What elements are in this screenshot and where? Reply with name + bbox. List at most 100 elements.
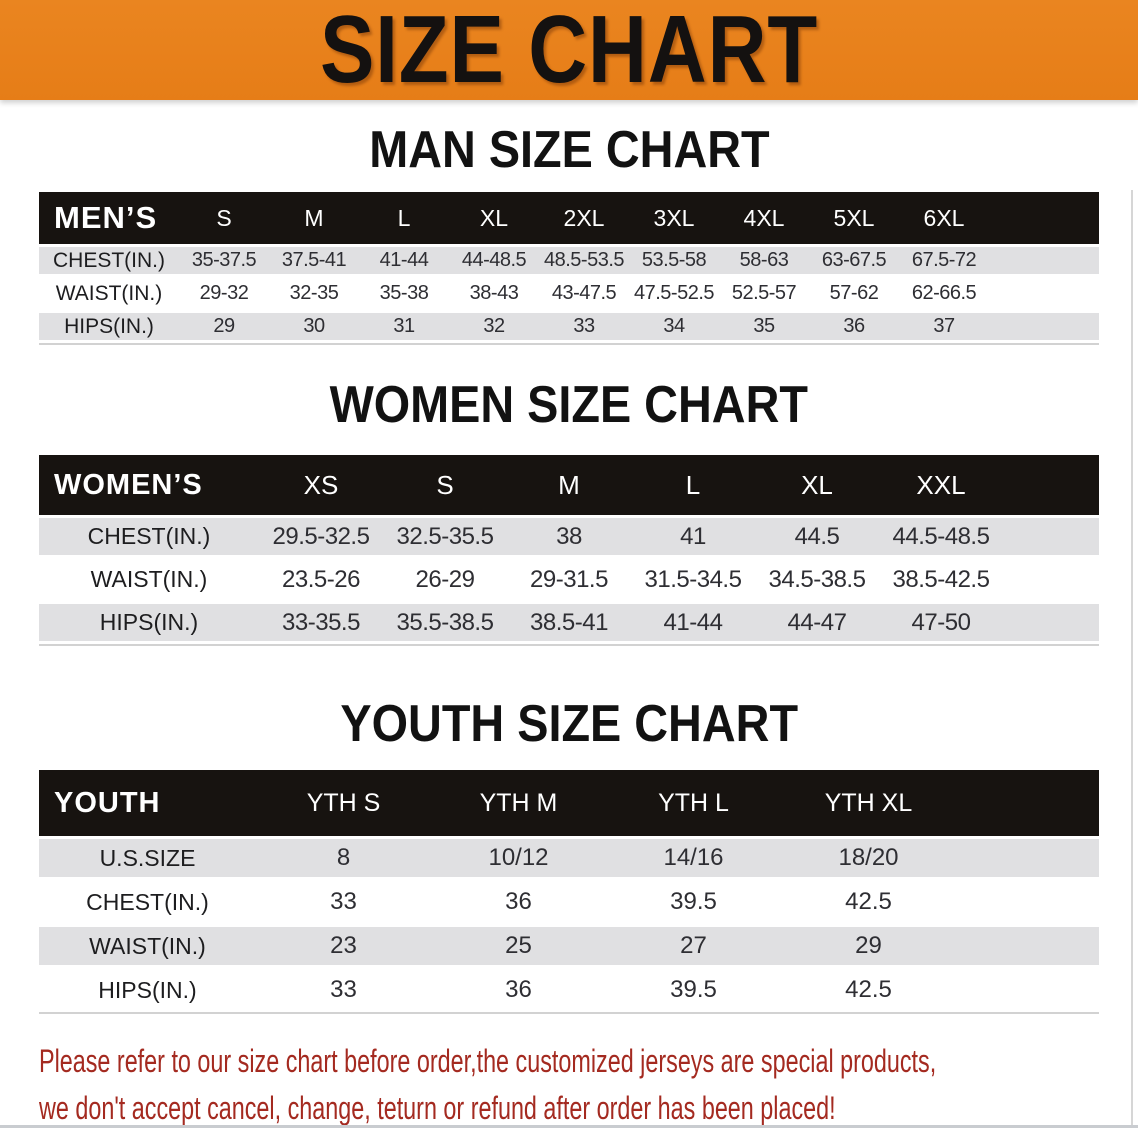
row-label: HIPS(IN.) [98,976,197,1003]
youth-col-header-yth-xl: YTH XL [781,770,956,836]
men-col-header-m: M [269,192,359,244]
table-cell: 42.5 [845,976,892,1003]
table-cell: 36 [505,888,532,915]
women-col-header-xl: XL [755,455,879,515]
table-cell: 37.5-41 [269,244,359,277]
women-col-header-l: L [631,455,755,515]
table-cell: 29 [781,924,956,968]
frame-edge-line-right [1131,190,1133,1126]
table-cell: 44.5-48.5 [879,515,1003,558]
table-cell: 39.5 [670,888,717,915]
row-label: CHEST(IN.) [39,244,179,277]
table-cell: 35-38 [379,282,429,304]
table-cell: 38 [507,515,631,558]
table-cell: 36 [505,976,532,1003]
table-cell: 42.5 [845,888,892,915]
men-col-header-s: S [179,192,269,244]
youth-table-corner-label: YOUTH [39,770,256,836]
table-cell: 33 [539,310,629,343]
table-cell: 32.5-35.5 [383,515,507,558]
banner-title: SIZE CHART [319,0,819,103]
men-col-header-l: L [359,192,449,244]
table-cell: 43-47.5 [551,282,617,304]
cell-filler [956,836,1099,880]
cell-filler [956,968,1099,1012]
table-cell: 34 [629,310,719,343]
women-chest-row: CHEST(IN.) 29.5-32.5 32.5-35.5 38 41 44.… [39,515,1099,558]
table-cell: 32-35 [289,282,339,304]
row-label: WAIST(IN.) [55,281,163,305]
table-cell: 47.5-52.5 [633,282,715,304]
youth-col-header-yth-s: YTH S [256,770,431,836]
cell-filler [989,310,1099,343]
table-cell: 44-48.5 [449,244,539,277]
youth-header-row: YOUTH YTH S YTH M YTH L YTH XL [39,770,1099,836]
column-filler [1003,455,1099,515]
cell-filler [956,924,1099,968]
table-cell: 18/20 [781,836,956,880]
table-cell: 33-35.5 [259,601,383,644]
youth-hips-row: HIPS(IN.) 33 36 39.5 42.5 [39,968,1099,1012]
women-size-table: WOMEN’S XS S M L XL XXL CHEST(IN.) 29.5-… [39,455,1099,646]
cell-filler [1003,601,1099,644]
table-cell: 23 [256,924,431,968]
table-cell: 35 [719,310,809,343]
youth-size-table: YOUTH YTH S YTH M YTH L YTH XL U.S.SIZE … [39,770,1099,1014]
table-cell: 39.5 [670,976,717,1003]
men-col-header-xl: XL [449,192,539,244]
footer-note-line-2: we don't accept cancel, change, teturn o… [39,1090,836,1126]
row-label: WAIST(IN.) [39,924,256,968]
men-section-title-text: MAN SIZE CHART [368,121,770,179]
table-cell: 31 [359,310,449,343]
youth-chest-row: CHEST(IN.) 33 36 39.5 42.5 [39,880,1099,924]
men-col-header-6xl: 6XL [899,192,989,244]
table-cell: 47-50 [879,601,1003,644]
table-cell: 36 [809,310,899,343]
youth-col-header-yth-m: YTH M [431,770,606,836]
table-cell: 10/12 [431,836,606,880]
women-col-header-s: S [383,455,507,515]
cell-filler [989,277,1099,310]
banner: SIZE CHART [0,0,1138,100]
cell-filler [1003,558,1099,601]
men-table-corner-label: MEN’S [39,192,179,244]
row-label: CHEST(IN.) [39,515,259,558]
men-col-header-2xl: 2XL [539,192,629,244]
table-cell: 58-63 [719,244,809,277]
table-cell: 38-43 [469,282,519,304]
table-cell: 8 [256,836,431,880]
cell-filler [956,880,1099,924]
table-cell: 14/16 [606,836,781,880]
table-cell: 48.5-53.5 [539,244,629,277]
men-hips-row: HIPS(IN.) 29 30 31 32 33 34 35 36 37 [39,310,1099,343]
women-hips-row: HIPS(IN.) 33-35.5 35.5-38.5 38.5-41 41-4… [39,601,1099,644]
table-cell: 27 [606,924,781,968]
cell-filler [1003,515,1099,558]
row-label: U.S.SIZE [39,836,256,880]
men-waist-row: WAIST(IN.) 29-32 32-35 35-38 38-43 43-47… [39,277,1099,310]
table-cell: 23.5-26 [282,565,360,593]
column-filler [956,770,1099,836]
men-col-header-3xl: 3XL [629,192,719,244]
table-cell: 67.5-72 [899,244,989,277]
table-cell: 35.5-38.5 [383,601,507,644]
women-section-title: WOMEN SIZE CHART [0,376,1138,434]
row-label: CHEST(IN.) [86,888,209,915]
table-cell: 29.5-32.5 [259,515,383,558]
women-section-title-text: WOMEN SIZE CHART [329,376,809,434]
table-cell: 41 [631,515,755,558]
table-cell: 38.5-41 [507,601,631,644]
table-cell: 41-44 [631,601,755,644]
footer-note-line-1: Please refer to our size chart before or… [39,1043,937,1079]
men-col-header-5xl: 5XL [809,192,899,244]
women-col-header-xxl: XXL [879,455,1003,515]
men-header-row: MEN’S S M L XL 2XL 3XL 4XL 5XL 6XL [39,192,1099,244]
men-section-title: MAN SIZE CHART [0,121,1138,179]
table-cell: 57-62 [829,282,879,304]
table-cell: 37 [899,310,989,343]
table-cell: 62-66.5 [911,282,977,304]
men-size-table: MEN’S S M L XL 2XL 3XL 4XL 5XL 6XL CHEST… [39,192,1099,345]
women-col-header-xs: XS [259,455,383,515]
table-cell: 33 [330,888,357,915]
men-chest-row: CHEST(IN.) 35-37.5 37.5-41 41-44 44-48.5… [39,244,1099,277]
